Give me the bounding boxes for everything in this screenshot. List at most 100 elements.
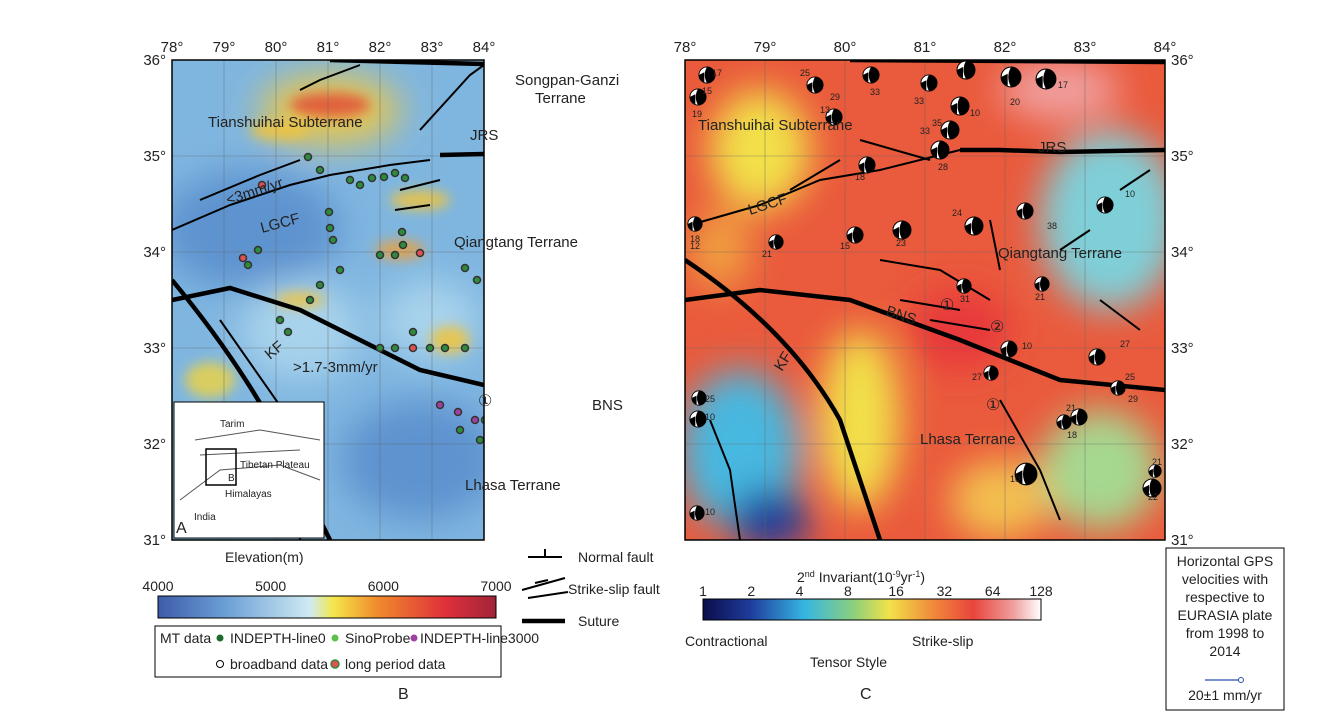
site-marker: ① bbox=[986, 397, 1000, 414]
legend-swatch bbox=[331, 660, 339, 668]
lon-tick-label: 79° bbox=[754, 39, 777, 56]
lon-tick-label: 82° bbox=[369, 39, 392, 56]
event-label: 29 bbox=[830, 92, 840, 102]
legend-swatch bbox=[332, 635, 339, 642]
gps-arrow bbox=[1239, 678, 1244, 683]
lat-tick-label: 34° bbox=[1171, 244, 1194, 261]
event-label: 15 bbox=[702, 86, 712, 96]
map-label: Terrane bbox=[535, 90, 586, 107]
event-label: 24 bbox=[952, 208, 962, 218]
gps-legend-text: 2014 bbox=[1209, 643, 1240, 659]
lon-tick-label: 84° bbox=[473, 39, 496, 56]
colorbar-title: 2nd Invariant(10-9yr-1) bbox=[797, 569, 925, 585]
lat-tick-label: 31° bbox=[1171, 532, 1194, 549]
colorbar-tick-label: 1 bbox=[699, 583, 707, 599]
lat-tick-label: 31° bbox=[143, 532, 166, 549]
legend-symbol bbox=[522, 578, 568, 598]
colorbar-tick-label: 2 bbox=[747, 583, 755, 599]
lon-tick-label: 82° bbox=[994, 39, 1017, 56]
legend-item: Strike-slip bbox=[912, 633, 974, 649]
legend-item: Suture bbox=[578, 613, 619, 629]
event-label: 33 bbox=[920, 126, 930, 136]
event-label: 13 bbox=[820, 105, 830, 115]
event-label: 18 bbox=[855, 172, 865, 182]
elevation-map: Tarim Tibetan Plateau Himalayas India A … bbox=[160, 60, 562, 540]
event-label: 21 bbox=[1152, 457, 1162, 467]
lat-tick-label: 35° bbox=[1171, 148, 1194, 165]
map-label: JRS bbox=[470, 127, 498, 144]
event-label: 23 bbox=[896, 238, 906, 248]
legend-item: Strike-slip fault bbox=[568, 581, 660, 597]
gps-scale-label: 20±1 mm/yr bbox=[1188, 687, 1262, 703]
legend-symbol bbox=[528, 549, 562, 557]
inset-map: Tarim Tibetan Plateau Himalayas India A … bbox=[174, 402, 324, 538]
map-label: Lhasa Terrane bbox=[920, 431, 1016, 448]
map-label: Qiangtang Terrane bbox=[998, 245, 1122, 262]
event-label: 27 bbox=[1120, 339, 1130, 349]
event-label: 25 bbox=[800, 68, 810, 78]
legend-swatch bbox=[411, 635, 418, 642]
event-label: 12 bbox=[690, 241, 700, 251]
event-label: 35 bbox=[932, 118, 942, 128]
site-marker: ① bbox=[478, 393, 492, 410]
event-label: 10 bbox=[1022, 341, 1032, 351]
event-label: 25 bbox=[705, 394, 715, 404]
event-label: 10 bbox=[970, 108, 980, 118]
legend-swatch bbox=[217, 661, 224, 668]
legend-title: MT data bbox=[160, 630, 211, 646]
inset-label: Tibetan Plateau bbox=[240, 460, 310, 471]
event-label: 31 bbox=[960, 294, 970, 304]
event-label: 21 bbox=[1035, 292, 1045, 302]
event-label: 20 bbox=[1010, 97, 1020, 107]
inset-panel-label: A bbox=[176, 520, 187, 537]
colorbar-tick-label: 5000 bbox=[255, 578, 286, 594]
inset-box-label: B bbox=[228, 473, 235, 484]
site-marker: ① bbox=[940, 297, 954, 314]
panel-caption: B bbox=[398, 686, 409, 703]
colorbar-tick-label: 64 bbox=[985, 583, 1001, 599]
lat-tick-label: 33° bbox=[143, 340, 166, 357]
colorbar-tick-label: 16 bbox=[888, 583, 904, 599]
event-label: 10 bbox=[705, 507, 715, 517]
lon-tick-label: 81° bbox=[317, 39, 340, 56]
map-label: BNS bbox=[592, 397, 623, 414]
event-label: 18 bbox=[1067, 430, 1077, 440]
lon-tick-label: 78° bbox=[674, 39, 697, 56]
colorbar-tick-label: 128 bbox=[1029, 583, 1053, 599]
lat-tick-label: 32° bbox=[1171, 436, 1194, 453]
event-label: 21 bbox=[762, 249, 772, 259]
elevation-colorbar bbox=[158, 596, 496, 618]
map-label: Songpan-Ganzi bbox=[515, 72, 619, 89]
lat-tick-label: 36° bbox=[1171, 52, 1194, 69]
lat-tick-label: 36° bbox=[143, 52, 166, 69]
legend-title: Tensor Style bbox=[810, 654, 887, 670]
inset-label: Tarim bbox=[220, 419, 244, 430]
colorbar-tick-label: 4 bbox=[796, 583, 804, 599]
event-label: 27 bbox=[972, 372, 982, 382]
event-label: 17 bbox=[1058, 80, 1068, 90]
lon-tick-label: 83° bbox=[1074, 39, 1097, 56]
map-label: Qiangtang Terrane bbox=[454, 234, 578, 251]
lon-tick-label: 80° bbox=[265, 39, 288, 56]
map-label: >1.7-3mm/yr bbox=[293, 359, 378, 376]
gps-legend-text: EURASIA plate bbox=[1178, 607, 1273, 623]
lat-tick-label: 33° bbox=[1171, 340, 1194, 357]
event-label: 38 bbox=[1047, 221, 1057, 231]
event-label: 10 bbox=[1125, 189, 1135, 199]
legend-item: Normal fault bbox=[578, 549, 654, 565]
legend-swatch bbox=[217, 635, 224, 642]
gps-legend-text: velocities with bbox=[1182, 571, 1268, 587]
event-label: 10 bbox=[705, 412, 715, 422]
lon-tick-label: 81° bbox=[914, 39, 937, 56]
map-label: Lhasa Terrane bbox=[465, 477, 561, 494]
lat-tick-label: 35° bbox=[143, 148, 166, 165]
legend-item: INDEPTH-line0 bbox=[230, 630, 326, 646]
colorbar-tick-label: 6000 bbox=[368, 578, 399, 594]
event-label: 22 bbox=[1148, 492, 1158, 502]
colorbar-tick-label: 8 bbox=[844, 583, 852, 599]
map-label: JRS bbox=[1038, 139, 1066, 156]
event-label: 25 bbox=[1125, 372, 1135, 382]
event-label: 28 bbox=[938, 162, 948, 172]
event-label: 17 bbox=[712, 68, 722, 78]
legend-item: Contractional bbox=[685, 633, 768, 649]
